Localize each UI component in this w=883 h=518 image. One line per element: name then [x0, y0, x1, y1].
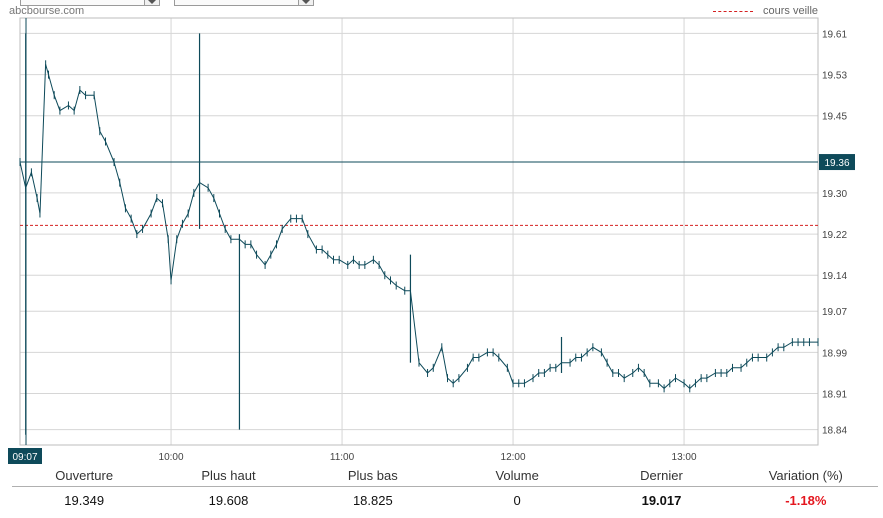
header-plus-bas: Plus bas [347, 468, 398, 483]
period-controls [0, 0, 883, 6]
y-tick-label: 19.07 [822, 307, 847, 318]
value-volume: 0 [513, 493, 521, 508]
price-chart[interactable]: 19.61 19.53 19.45 19.36 19.30 19.22 19.14 19.07… [0, 0, 883, 465]
chevron-down-icon[interactable] [144, 0, 159, 5]
y-tick-label: 18.99 [822, 348, 847, 359]
y-tick-label: 19.30 [822, 189, 847, 200]
chart-type-select[interactable] [174, 0, 314, 6]
chevron-down-icon[interactable] [298, 0, 313, 5]
header-plus-haut: Plus haut [201, 468, 256, 483]
y-tick-label: 19.53 [822, 71, 847, 82]
x-tick-label: 11:00 [330, 452, 355, 463]
y-tick-label: 19.45 [822, 112, 847, 123]
value-plus-bas: 18.825 [352, 493, 393, 508]
plot-frame [19, 17, 819, 446]
x-tick-label: 13:00 [672, 452, 697, 463]
legend-label: cours veille [763, 5, 819, 17]
y-tick-label: 19.22 [822, 230, 847, 241]
start-time-marker [8, 448, 42, 464]
y-tick-label: 18.91 [822, 390, 847, 401]
last-value-marker [819, 154, 855, 171]
y-tick-label: 19.61 [822, 29, 847, 40]
price-line [19, 64, 818, 390]
value-variation: -1.18% [785, 493, 827, 508]
value-plus-haut: 19.608 [208, 493, 249, 508]
period-select[interactable] [20, 0, 160, 6]
start-time-label: 09:07 [12, 452, 37, 463]
x-tick-label: 12:00 [501, 452, 526, 463]
x-tick-label: 10:00 [159, 452, 184, 463]
legend-dash-icon [713, 10, 753, 12]
y-tick-label: 19.14 [822, 271, 847, 282]
brand-label: abcbourse.com [9, 5, 85, 17]
header-dernier: Dernier [640, 468, 683, 483]
value-ouverture: 19.349 [64, 493, 105, 508]
header-ouverture: Ouverture [55, 468, 114, 483]
summary-table: Ouverture Plus haut Plus bas Volume Dern… [12, 466, 878, 513]
legend: cours veille [713, 5, 818, 17]
value-dernier: 19.017 [641, 493, 682, 508]
header-volume: Volume [495, 468, 539, 483]
header-variation: Variation (%) [768, 468, 843, 483]
last-value-label: 19.36 [824, 158, 849, 169]
y-tick-label: 18.84 [822, 426, 847, 437]
